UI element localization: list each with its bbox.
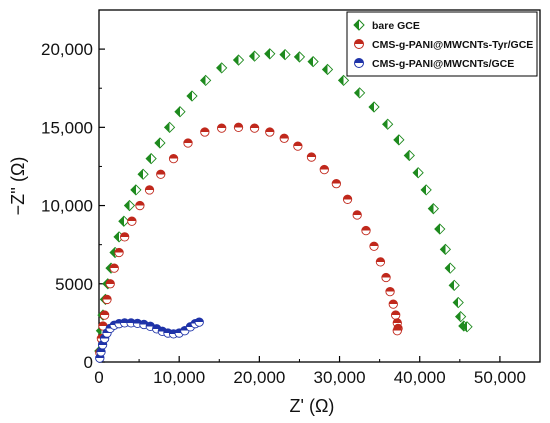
data-point <box>452 296 464 309</box>
data-point <box>168 153 179 164</box>
x-tick-label: 40,000 <box>394 368 446 387</box>
data-point <box>135 200 145 211</box>
data-point <box>353 87 366 99</box>
legend-box <box>346 11 538 77</box>
data-point <box>454 310 467 323</box>
x-axis: 0 10,000 20,000 30,000 40,000 50,000 <box>94 356 526 387</box>
data-point <box>145 152 157 165</box>
data-point <box>342 194 353 204</box>
x-tick-label: 0 <box>94 368 103 387</box>
data-point <box>321 63 334 76</box>
data-point <box>265 127 275 137</box>
x-tick-label: 20,000 <box>233 368 285 387</box>
y-axis-title: −Z'' (Ω) <box>8 157 28 216</box>
x-tick-label: 10,000 <box>153 368 205 387</box>
data-point <box>186 90 198 102</box>
legend-label-tyr: CMS-g-PANI@MWCNTs-Tyr/GCE <box>372 39 533 51</box>
data-point <box>144 185 155 195</box>
data-point <box>369 241 379 251</box>
data-point <box>217 123 227 133</box>
data-point <box>114 247 124 258</box>
data-point <box>194 317 204 327</box>
data-point <box>427 203 439 215</box>
data-point <box>200 74 212 87</box>
data-point <box>461 321 473 333</box>
data-point <box>102 294 112 305</box>
data-point <box>99 310 110 320</box>
data-point <box>420 184 432 196</box>
series-2 <box>95 317 204 363</box>
data-point <box>130 184 142 196</box>
y-tick-label: 15,000 <box>41 118 93 137</box>
legend-marker-diamond <box>353 19 365 31</box>
x-tick-label: 30,000 <box>314 368 366 387</box>
data-point <box>249 123 260 133</box>
data-point <box>306 152 317 162</box>
data-point <box>137 168 149 180</box>
data-point <box>444 262 456 274</box>
data-point <box>319 164 329 175</box>
data-point <box>393 134 405 146</box>
data-point <box>382 118 394 130</box>
data-point <box>331 179 341 189</box>
data-point <box>293 51 306 63</box>
data-point <box>174 106 186 118</box>
data-point <box>120 232 130 242</box>
y-tick-label: 0 <box>84 353 93 372</box>
data-point <box>264 48 276 60</box>
data-point <box>154 137 166 149</box>
legend-marker-blue-circle <box>354 58 364 68</box>
legend-entry-tyr: CMS-g-PANI@MWCNTs-Tyr/GCE <box>354 39 533 51</box>
data-point <box>361 225 371 236</box>
y-tick-label: 5000 <box>55 275 93 294</box>
y-tick-label: 20,000 <box>41 40 93 59</box>
legend: bare GCE CMS-g-PANI@MWCNTs-Tyr/GCE CMS-g… <box>346 11 538 77</box>
data-point <box>127 216 137 226</box>
data-point <box>200 127 210 137</box>
data-series-layer <box>94 48 473 363</box>
data-point <box>118 215 130 227</box>
data-point <box>163 121 176 133</box>
series-1 <box>95 122 403 358</box>
x-axis-title: Z' (Ω) <box>290 396 335 416</box>
data-point <box>381 272 391 283</box>
data-point <box>448 279 460 291</box>
legend-entry-mwcnts: CMS-g-PANI@MWCNTs/GCE <box>354 58 514 70</box>
data-point <box>307 55 319 68</box>
y-axis: 0 5000 10,000 15,000 20,000 <box>41 40 105 372</box>
x-tick-label: 50,000 <box>474 368 526 387</box>
data-point <box>183 138 193 148</box>
data-point <box>156 169 166 179</box>
plot-frame <box>98 9 541 363</box>
data-point <box>279 133 289 143</box>
data-point <box>216 62 228 74</box>
data-point <box>392 326 402 336</box>
data-point <box>403 149 415 162</box>
data-point <box>385 286 395 297</box>
data-point <box>375 257 386 267</box>
data-point <box>123 199 136 212</box>
data-point <box>279 48 291 61</box>
data-point <box>412 167 424 179</box>
data-point <box>391 310 401 320</box>
data-point <box>368 101 380 113</box>
data-point <box>248 50 261 62</box>
data-point <box>293 141 303 151</box>
legend-marker-red-circle <box>354 39 364 49</box>
data-point <box>337 74 350 87</box>
legend-label-mwcnts: CMS-g-PANI@MWCNTs/GCE <box>372 58 514 70</box>
legend-entry-bare-gce: bare GCE <box>353 19 420 32</box>
data-point <box>232 54 245 66</box>
legend-label-bare-gce: bare GCE <box>372 20 420 32</box>
y-tick-label: 10,000 <box>41 197 93 216</box>
data-point <box>434 223 446 235</box>
data-point <box>105 279 115 289</box>
data-point <box>109 263 119 273</box>
data-point <box>352 210 362 220</box>
data-point <box>439 243 452 255</box>
data-point <box>388 299 398 309</box>
data-point <box>233 122 244 132</box>
series-0 <box>94 48 473 357</box>
